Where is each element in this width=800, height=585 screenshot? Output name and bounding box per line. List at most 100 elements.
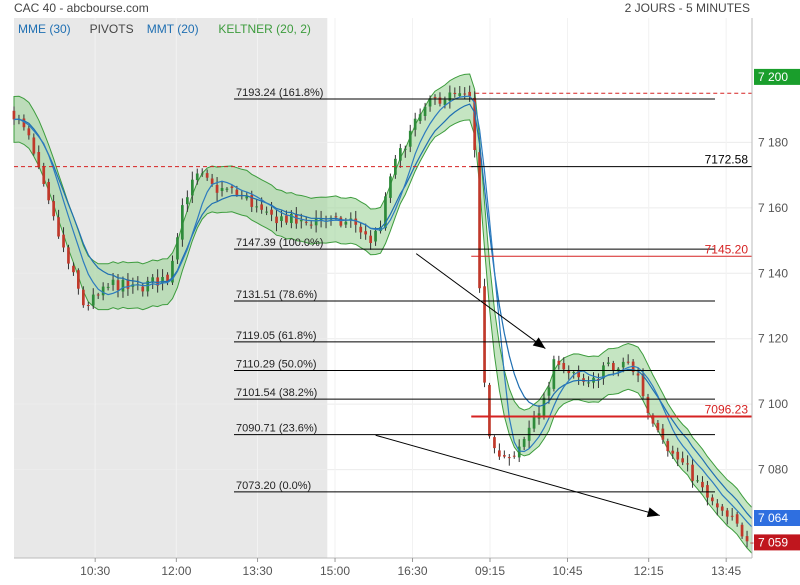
candle-body: [27, 128, 31, 136]
candle-body: [384, 196, 387, 229]
candle-body: [126, 279, 130, 289]
candle-body: [205, 173, 209, 178]
price-box: [754, 510, 800, 526]
candle-body: [587, 382, 590, 384]
candle-body: [67, 247, 70, 264]
candle-body: [607, 362, 610, 364]
candle-body: [57, 217, 60, 237]
period-label: 2 JOURS - 5 MINUTES: [625, 1, 750, 15]
candle-body: [493, 437, 496, 449]
candle-body: [656, 422, 660, 431]
candle-body: [503, 455, 506, 457]
candle-body: [275, 216, 278, 224]
legend-item: MMT (20): [147, 22, 199, 36]
candle-body: [101, 286, 105, 296]
x-tick-label: 10:45: [552, 564, 582, 578]
candle-body: [270, 209, 273, 215]
candle-body: [671, 450, 675, 454]
candle-body: [389, 176, 392, 198]
candle-body: [12, 110, 16, 120]
candle-body: [210, 178, 214, 185]
candle-body: [290, 214, 293, 223]
trend-arrow-head: [646, 507, 660, 518]
y-tick-label: 7 120: [758, 332, 788, 346]
candle-body: [651, 415, 655, 424]
candle-body: [47, 182, 50, 201]
candle-body: [295, 214, 298, 224]
candle-body: [706, 485, 709, 498]
candle-body: [299, 220, 303, 222]
candle-body: [171, 260, 174, 283]
candle-body: [151, 277, 154, 283]
candle-body: [745, 536, 749, 542]
candle-body: [448, 92, 452, 102]
candle-body: [621, 361, 625, 368]
candle-body: [52, 201, 55, 217]
candle-body: [215, 185, 219, 193]
y-tick-label: 7 180: [758, 135, 788, 149]
trend-arrow-head: [532, 337, 546, 349]
candle-body: [319, 219, 323, 221]
candle-body: [141, 286, 145, 292]
candle-body: [512, 455, 516, 457]
trend-arrow-line: [415, 253, 546, 349]
candle-body: [309, 224, 313, 226]
candle-body: [354, 218, 358, 225]
candle-body: [433, 97, 437, 99]
candle-body: [542, 397, 546, 416]
price-box-label: 7 064: [758, 511, 788, 525]
candle-body: [403, 148, 407, 150]
pivot-label: 7096.23: [705, 403, 749, 417]
candle-body: [191, 179, 194, 196]
candle-body: [334, 216, 338, 218]
candle-body: [453, 92, 457, 94]
candle-body: [681, 458, 684, 463]
x-tick-label: 13:30: [243, 564, 273, 578]
candle-body: [676, 451, 680, 460]
candle-body: [473, 97, 476, 150]
candle-body: [245, 196, 249, 199]
candle-body: [280, 216, 283, 221]
candle-body: [725, 510, 729, 517]
candle-body: [369, 235, 372, 243]
candle-body: [567, 370, 571, 374]
candle-body: [235, 189, 239, 195]
candle-body: [443, 99, 447, 106]
candle-body: [304, 221, 308, 223]
candle-body: [156, 277, 159, 286]
candle-body: [720, 506, 724, 511]
candle-body: [121, 279, 125, 292]
candle-body: [597, 379, 600, 381]
candle-body: [612, 363, 615, 371]
price-box-label: 7 200: [758, 70, 788, 84]
candle-body: [418, 114, 422, 121]
candle-body: [349, 218, 353, 220]
candle-body: [106, 286, 110, 288]
candle-body: [423, 106, 427, 116]
candle-body: [230, 186, 234, 188]
x-tick-label: 16:30: [398, 564, 428, 578]
y-tick-label: 7 160: [758, 201, 788, 215]
candle-body: [181, 205, 184, 240]
candle-body: [468, 91, 471, 97]
candle-body: [72, 265, 75, 273]
candle-body: [22, 118, 26, 128]
candle-body: [265, 211, 268, 213]
candle-body: [602, 365, 605, 379]
candle-body: [616, 368, 620, 372]
candle-body: [572, 372, 575, 374]
candle-body: [483, 286, 486, 383]
candle-body: [711, 497, 714, 502]
candle-body: [374, 230, 377, 242]
candle-body: [344, 221, 348, 225]
candle-body: [735, 514, 739, 524]
mmt-line: [13, 95, 753, 528]
candle-body: [42, 166, 46, 184]
y-tick-label: 7 100: [758, 397, 788, 411]
x-tick-label: 10:30: [80, 564, 110, 578]
candle-body: [166, 274, 169, 282]
candle-body: [730, 515, 734, 517]
pivot-label: 7145.20: [705, 242, 749, 256]
